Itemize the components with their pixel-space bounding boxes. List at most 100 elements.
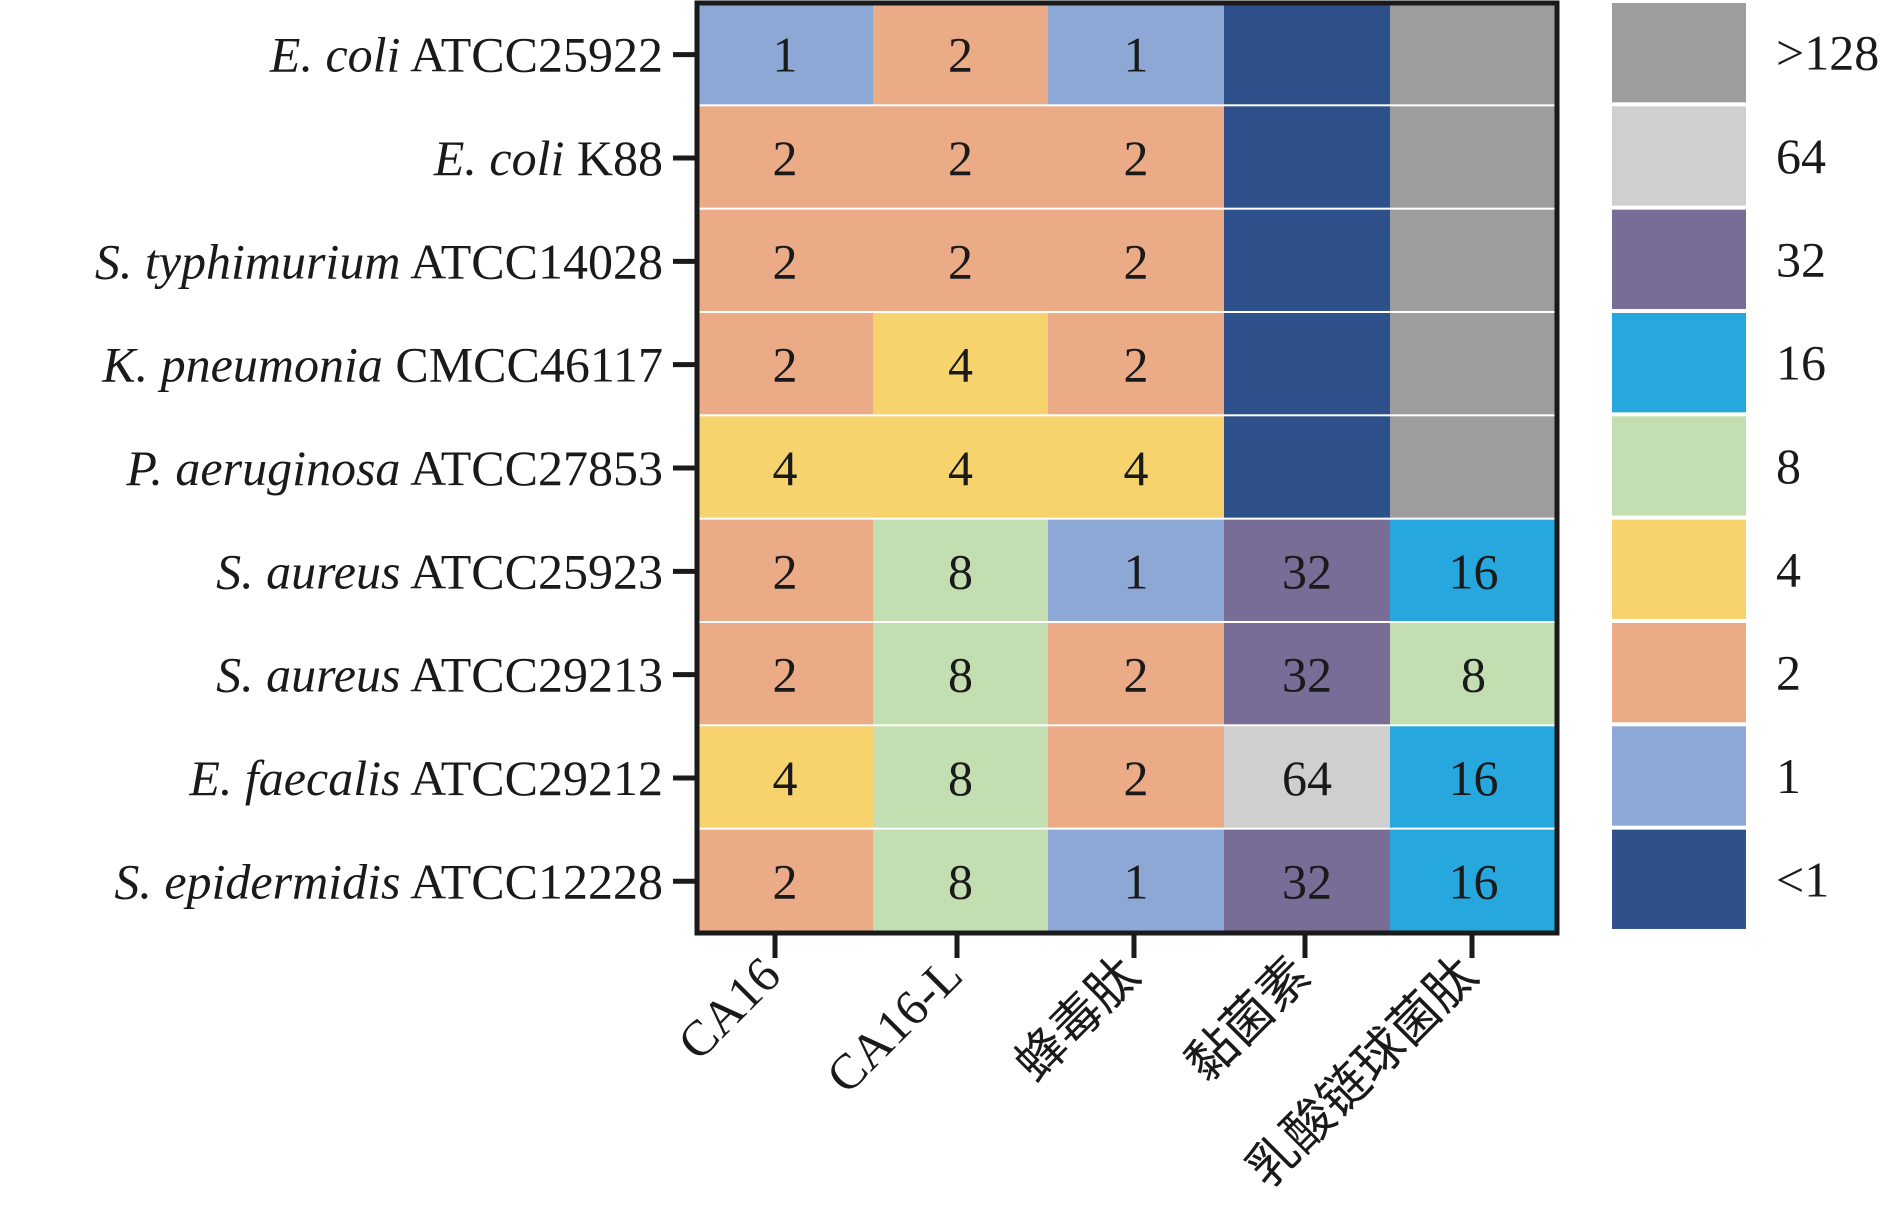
row-label: E. coli K88 <box>433 130 663 186</box>
column-label: CA16-L <box>815 946 972 1103</box>
legend-swatch <box>1612 519 1746 619</box>
cell-value-label: 2 <box>773 130 798 186</box>
legend-label: 16 <box>1776 335 1826 391</box>
legend-swatch <box>1612 829 1746 929</box>
cell-value-label: 8 <box>1461 647 1486 703</box>
cell-value-label: 1 <box>773 27 798 83</box>
heatmap-cell <box>873 416 1048 520</box>
heatmap-cell <box>697 726 873 830</box>
heatmap-cell <box>873 726 1048 830</box>
heatmap-cell <box>873 106 1048 210</box>
heatmap-cell <box>1390 416 1557 520</box>
cell-value-label: 16 <box>1449 853 1499 909</box>
cell-value-label: 16 <box>1449 543 1499 599</box>
legend-swatch <box>1612 312 1746 413</box>
color-legend: >128 64 32 16 8 4 2 1 <1 <box>1612 3 1879 929</box>
cell-value-label: 2 <box>1124 233 1149 289</box>
cell-value-label: 4 <box>948 440 973 496</box>
row-label: K. pneumonia CMCC46117 <box>101 337 663 393</box>
heatmap-cell <box>1390 829 1557 933</box>
heatmap-cell <box>1048 106 1224 210</box>
heatmap-cell <box>1048 829 1224 933</box>
legend-label: 64 <box>1776 128 1826 184</box>
cell-value-label: 32 <box>1282 853 1332 909</box>
cell-value-label: 1 <box>1124 27 1149 83</box>
cell-value-label: 4 <box>773 440 798 496</box>
row-label: S. typhimurium ATCC14028 <box>95 233 663 289</box>
heatmap-cell <box>873 3 1048 107</box>
legend-label: 4 <box>1776 541 1801 597</box>
heatmap-cell <box>1048 312 1224 417</box>
heatmap-cells: 1 2 1 2 2 2 2 2 2 2 4 2 4 4 4 2 8 1 32 16 2 8 2 32 8 4 8 2 64 16 2 8 1 32… <box>697 3 1557 933</box>
cell-value-label: 2 <box>948 130 973 186</box>
heatmap-cell <box>697 622 873 727</box>
heatmap-cell <box>697 106 873 210</box>
cell-value-label: 2 <box>1124 337 1149 393</box>
cell-value-label: 2 <box>773 233 798 289</box>
cell-value-label: 1 <box>1124 853 1149 909</box>
row-label: S. epidermidis ATCC12228 <box>114 853 663 909</box>
heatmap-cell <box>1224 3 1390 107</box>
heatmap-cell <box>1224 416 1390 520</box>
heatmap-frame <box>694 0 1560 936</box>
legend-swatch <box>1612 622 1746 723</box>
column-label: 蜂毒肽 <box>1004 946 1150 1092</box>
heatmap-cell <box>697 829 873 933</box>
legend-label: <1 <box>1776 851 1829 907</box>
heatmap-cell <box>1224 312 1390 417</box>
cell-value-label: 8 <box>948 750 973 806</box>
heatmap-cell <box>1048 726 1224 830</box>
cell-value-label: 8 <box>948 647 973 703</box>
heatmap-cell <box>697 416 873 520</box>
heatmap-cell <box>1048 622 1224 727</box>
legend-label: 1 <box>1776 748 1801 804</box>
heatmap-cell <box>697 312 873 417</box>
heatmap-cell <box>873 312 1048 417</box>
cell-value-label: 2 <box>773 647 798 703</box>
heatmap-cell <box>1390 519 1557 623</box>
cell-value-label: 64 <box>1282 750 1332 806</box>
heatmap-cell <box>1390 3 1557 107</box>
cell-value-label: 2 <box>1124 647 1149 703</box>
heatmap-cell <box>1390 312 1557 417</box>
legend-label: 2 <box>1776 645 1801 701</box>
legend-swatch <box>1612 726 1746 826</box>
cell-value-label: 8 <box>948 543 973 599</box>
cell-value-label: 2 <box>773 337 798 393</box>
cell-value-label: 2 <box>1124 130 1149 186</box>
cell-value-label: 32 <box>1282 543 1332 599</box>
row-label: E. faecalis ATCC29212 <box>188 750 663 806</box>
heatmap-cell <box>873 519 1048 623</box>
cell-value-label: 2 <box>948 27 973 83</box>
heatmap-cell <box>1390 726 1557 830</box>
cell-value-label: 1 <box>1124 543 1149 599</box>
legend-label: 32 <box>1776 231 1826 287</box>
heatmap-cell <box>697 519 873 623</box>
cell-value-label: 2 <box>773 853 798 909</box>
cell-value-label: 16 <box>1449 750 1499 806</box>
legend-swatch <box>1612 416 1746 516</box>
heatmap-cell <box>1224 726 1390 830</box>
heatmap-cell <box>1224 829 1390 933</box>
legend-label: >128 <box>1776 25 1879 81</box>
cell-value-label: 4 <box>773 750 798 806</box>
cell-value-label: 4 <box>948 337 973 393</box>
heatmap-cell <box>873 622 1048 727</box>
row-labels: E. coli ATCC25922 E. coli K88 S. typhimuri… <box>95 27 697 909</box>
heatmap-cell <box>697 3 873 107</box>
heatmap-cell <box>1224 622 1390 727</box>
heatmap-cell <box>1224 519 1390 623</box>
row-label: P. aeruginosa ATCC27853 <box>125 440 663 496</box>
row-label: S. aureus ATCC25923 <box>216 543 663 599</box>
heatmap-cell <box>697 209 873 313</box>
heatmap-cell <box>1224 106 1390 210</box>
heatmap-cell <box>1048 416 1224 520</box>
heatmap-cell <box>1048 519 1224 623</box>
heatmap-cell <box>1390 209 1557 313</box>
cell-value-label: 2 <box>948 233 973 289</box>
row-label: E. coli ATCC25922 <box>269 27 663 83</box>
heatmap-cell <box>1224 209 1390 313</box>
cell-value-label: 32 <box>1282 647 1332 703</box>
